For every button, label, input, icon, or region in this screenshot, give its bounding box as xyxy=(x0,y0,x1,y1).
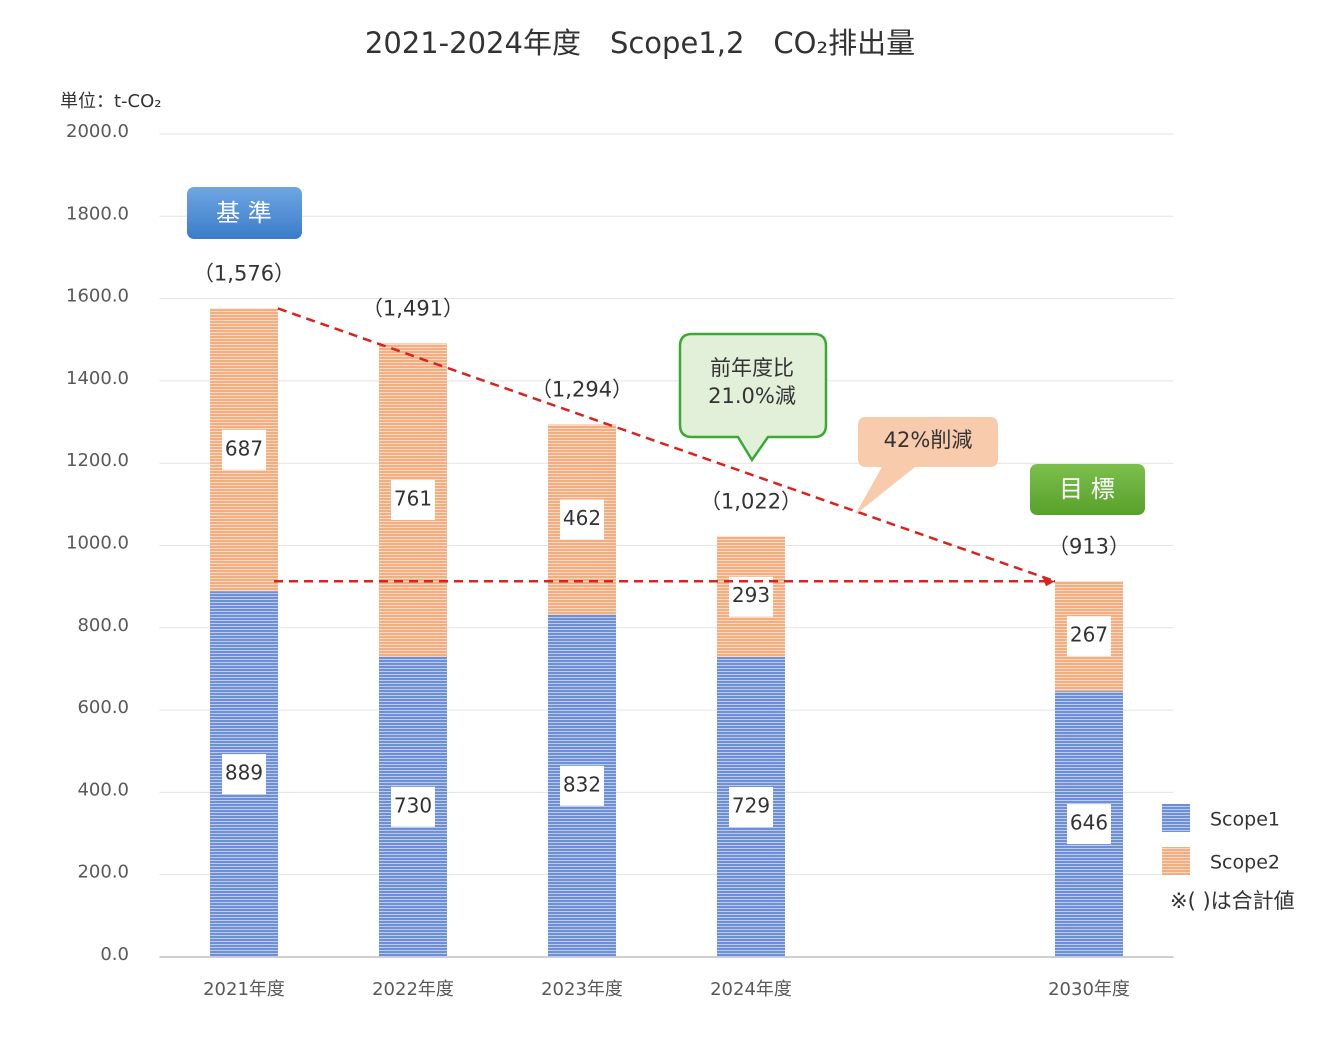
legend-label: Scope1 xyxy=(1210,809,1280,831)
value-label-box xyxy=(729,576,773,617)
value-label: 889 xyxy=(225,761,263,785)
value-label-box xyxy=(560,765,604,806)
value-label: 462 xyxy=(563,506,601,530)
value-label: 729 xyxy=(732,794,770,818)
trend-line xyxy=(277,307,1056,583)
value-label-box xyxy=(222,754,266,795)
y-tick-label: 0.0 xyxy=(100,944,129,965)
legend-swatch xyxy=(1162,804,1190,832)
unit-label: 単位：t-CO₂ xyxy=(60,91,162,112)
value-label-box xyxy=(222,429,266,470)
value-label: 293 xyxy=(732,583,770,607)
total-label: （1,294） xyxy=(531,378,633,402)
reduction-callout-text: 42%削減 xyxy=(884,428,973,452)
yoy-callout-line: 前年度比 xyxy=(710,356,794,380)
bars: 2021年度 889 687 （1,576） 2022年度 730 761 （1,491） 20… xyxy=(193,261,1130,1000)
value-label: 687 xyxy=(225,436,263,460)
value-label: 646 xyxy=(1070,811,1108,835)
x-tick-label: 2022年度 xyxy=(372,979,454,1000)
y-tick-label: 1600.0 xyxy=(66,286,129,307)
x-tick-label: 2030年度 xyxy=(1048,979,1130,1000)
legend-swatch xyxy=(1162,847,1190,875)
y-tick-label: 1000.0 xyxy=(66,533,129,554)
baseline-badge-text: 基 準 xyxy=(216,199,272,227)
yoy-callout-line: 21.0%減 xyxy=(708,384,796,408)
y-tick-label: 600.0 xyxy=(77,697,129,718)
reduction-callout-box xyxy=(855,417,998,515)
value-label-box xyxy=(391,480,435,521)
value-label-box xyxy=(1067,804,1111,845)
total-label: （1,022） xyxy=(700,489,802,513)
legend-label: Scope2 xyxy=(1210,852,1280,874)
y-tick-label: 1200.0 xyxy=(66,450,129,471)
yoy-callout-box xyxy=(678,332,828,463)
value-label-box xyxy=(391,786,435,827)
x-tick-label: 2021年度 xyxy=(203,979,285,1000)
value-label-box xyxy=(560,499,604,540)
target-badge-text: 目 標 xyxy=(1059,475,1115,503)
total-label: （1,576） xyxy=(193,261,295,285)
x-tick-label: 2024年度 xyxy=(710,979,792,1000)
value-label-box xyxy=(729,787,773,828)
y-tick-label: 2000.0 xyxy=(66,121,129,142)
value-label: 761 xyxy=(394,487,432,511)
y-tick-label: 1400.0 xyxy=(66,368,129,389)
target-badge xyxy=(1030,464,1145,515)
value-label: 267 xyxy=(1070,623,1108,647)
trend-arrowhead xyxy=(1043,578,1055,587)
value-label: 730 xyxy=(394,793,432,817)
grid: 0.0 200.0 400.0 600.0 800.0 1000.0 1200.0 1400.… xyxy=(66,121,1174,965)
value-label-box xyxy=(1067,616,1111,657)
x-tick-label: 2023年度 xyxy=(541,979,623,1000)
value-label: 832 xyxy=(563,772,601,796)
chart-title: 2021-2024年度 Scope1,2 CO₂排出量 xyxy=(365,26,915,60)
y-tick-label: 200.0 xyxy=(77,862,129,883)
y-tick-label: 800.0 xyxy=(77,615,129,636)
total-label: （1,491） xyxy=(362,296,464,320)
y-tick-label: 1800.0 xyxy=(66,203,129,224)
overlays: Scope1 Scope2 xyxy=(274,307,1280,875)
total-label: （913） xyxy=(1048,534,1130,558)
note: ※( )は合計値 xyxy=(1170,889,1295,913)
baseline-badge xyxy=(187,187,302,239)
y-tick-label: 400.0 xyxy=(77,779,129,800)
